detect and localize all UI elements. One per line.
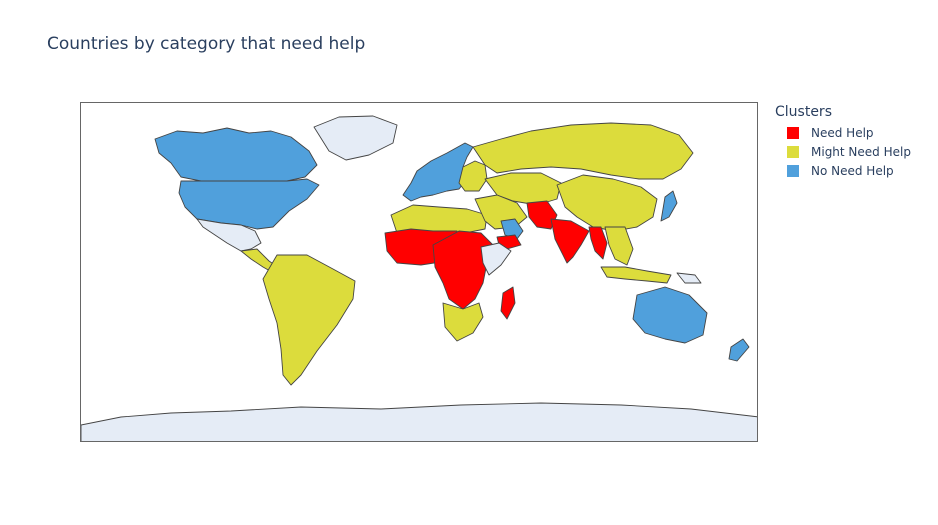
map-canvas[interactable] [81, 103, 758, 442]
region-southeast-asia[interactable] [604, 226, 634, 266]
region-china[interactable] [556, 174, 658, 232]
legend-swatch-no-need-help [787, 164, 799, 177]
region-western-europe[interactable] [402, 142, 474, 202]
legend-title: Clusters [775, 104, 832, 120]
region-russia[interactable] [472, 122, 694, 180]
region-japan[interactable] [660, 190, 678, 222]
region-horn-of-africa[interactable] [480, 242, 512, 276]
region-new-zealand[interactable] [728, 338, 750, 362]
legend-label-might-need-help: Might Need Help [811, 144, 911, 159]
region-antarctica[interactable] [81, 402, 758, 442]
region-mexico[interactable] [196, 218, 262, 252]
legend-item-might-need-help[interactable]: Might Need Help [775, 142, 911, 161]
legend-swatch-might-need-help [787, 145, 799, 158]
legend-swatch-need-help [787, 126, 799, 139]
region-arabian-gulf[interactable] [500, 218, 524, 240]
region-australia[interactable] [632, 286, 708, 344]
region-eastern-europe[interactable] [458, 160, 488, 192]
region-indonesia[interactable] [600, 266, 672, 284]
legend-item-no-need-help[interactable]: No Need Help [775, 161, 911, 180]
region-greenland[interactable] [313, 115, 398, 161]
region-central-east-africa[interactable] [432, 230, 494, 310]
region-united-states[interactable] [178, 178, 320, 230]
legend-item-need-help[interactable]: Need Help [775, 123, 911, 142]
legend-label-no-need-help: No Need Help [811, 163, 894, 178]
chart-title: Countries by category that need help [47, 34, 366, 54]
region-papua-new-guinea[interactable] [676, 272, 702, 284]
region-afghanistan-pakistan[interactable] [526, 200, 558, 230]
region-madagascar[interactable] [500, 286, 516, 320]
region-india[interactable] [550, 218, 590, 264]
region-myanmar[interactable] [588, 226, 608, 260]
world-map[interactable] [80, 102, 758, 442]
region-southern-africa[interactable] [442, 302, 484, 342]
legend: Clusters Need Help Might Need Help No Ne… [775, 104, 911, 180]
region-canada[interactable] [154, 127, 318, 182]
region-south-america[interactable] [262, 254, 356, 386]
legend-label-need-help: Need Help [811, 125, 874, 140]
